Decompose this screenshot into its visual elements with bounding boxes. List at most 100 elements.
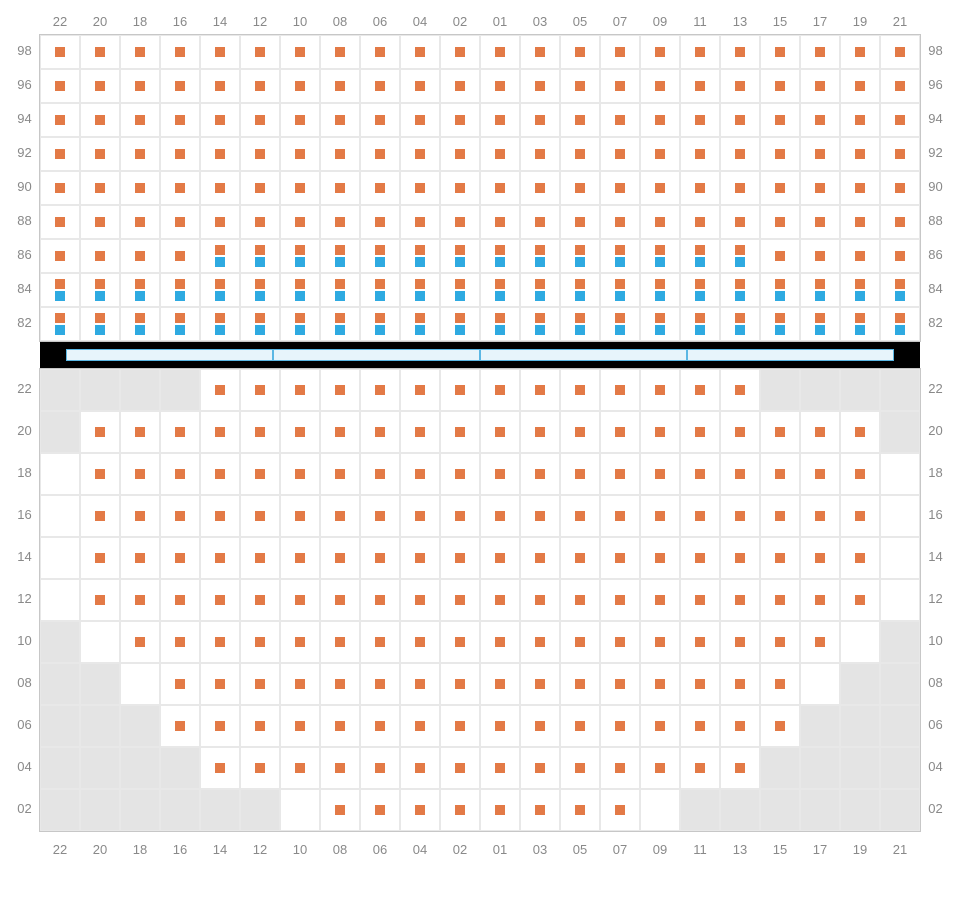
seat-cell[interactable] <box>640 663 680 705</box>
seat-cell[interactable] <box>120 495 160 537</box>
seat-cell[interactable] <box>600 621 640 663</box>
seat-cell[interactable] <box>200 171 240 205</box>
seat-cell[interactable] <box>200 495 240 537</box>
seat-cell[interactable] <box>800 411 840 453</box>
seat-cell[interactable] <box>640 411 680 453</box>
seat-cell[interactable] <box>200 205 240 239</box>
seat-cell[interactable] <box>480 705 520 747</box>
seat-cell[interactable] <box>240 35 280 69</box>
seat-cell[interactable] <box>800 579 840 621</box>
seat-cell[interactable] <box>680 747 720 789</box>
seat-cell[interactable] <box>760 495 800 537</box>
seat-cell[interactable] <box>360 307 400 341</box>
seat-cell[interactable] <box>680 495 720 537</box>
seat-cell[interactable] <box>760 411 800 453</box>
seat-cell[interactable] <box>240 411 280 453</box>
seat-cell[interactable] <box>400 621 440 663</box>
seat-cell[interactable] <box>240 537 280 579</box>
seat-cell[interactable] <box>80 411 120 453</box>
seat-cell[interactable] <box>640 747 680 789</box>
seat-cell[interactable] <box>800 273 840 307</box>
seat-cell[interactable] <box>640 705 680 747</box>
seat-cell[interactable] <box>600 537 640 579</box>
seat-cell[interactable] <box>560 171 600 205</box>
seat-cell[interactable] <box>640 273 680 307</box>
seat-cell[interactable] <box>440 103 480 137</box>
seat-cell[interactable] <box>560 495 600 537</box>
seat-cell[interactable] <box>80 69 120 103</box>
seat-cell[interactable] <box>560 621 600 663</box>
seat-cell[interactable] <box>80 35 120 69</box>
seat-cell[interactable] <box>480 495 520 537</box>
seat-cell[interactable] <box>560 747 600 789</box>
seat-cell[interactable] <box>200 537 240 579</box>
seat-cell[interactable] <box>720 537 760 579</box>
seat-cell[interactable] <box>440 789 480 831</box>
seat-cell[interactable] <box>600 205 640 239</box>
seat-cell[interactable] <box>880 273 920 307</box>
seat-cell[interactable] <box>320 537 360 579</box>
seat-cell[interactable] <box>320 69 360 103</box>
seat-cell[interactable] <box>600 239 640 273</box>
seat-cell[interactable] <box>440 747 480 789</box>
seat-cell[interactable] <box>360 579 400 621</box>
seat-cell[interactable] <box>160 537 200 579</box>
seat-cell[interactable] <box>680 103 720 137</box>
seat-cell[interactable] <box>800 537 840 579</box>
seat-cell[interactable] <box>480 205 520 239</box>
seat-cell[interactable] <box>720 663 760 705</box>
seat-cell[interactable] <box>480 35 520 69</box>
seat-cell[interactable] <box>560 69 600 103</box>
seat-cell[interactable] <box>160 453 200 495</box>
seat-cell[interactable] <box>360 137 400 171</box>
seat-cell[interactable] <box>400 239 440 273</box>
seat-cell[interactable] <box>520 369 560 411</box>
seat-cell[interactable] <box>880 205 920 239</box>
seat-cell[interactable] <box>680 621 720 663</box>
seat-cell[interactable] <box>360 705 400 747</box>
seat-cell[interactable] <box>320 307 360 341</box>
seat-cell[interactable] <box>320 35 360 69</box>
seat-cell[interactable] <box>800 453 840 495</box>
seat-cell[interactable] <box>80 495 120 537</box>
seat-cell[interactable] <box>360 663 400 705</box>
seat-cell[interactable] <box>400 35 440 69</box>
seat-cell[interactable] <box>400 663 440 705</box>
seat-cell[interactable] <box>160 103 200 137</box>
seat-cell[interactable] <box>120 137 160 171</box>
seat-cell[interactable] <box>560 137 600 171</box>
seat-cell[interactable] <box>440 239 480 273</box>
seat-cell[interactable] <box>480 537 520 579</box>
seat-cell[interactable] <box>840 495 880 537</box>
seat-cell[interactable] <box>360 453 400 495</box>
seat-cell[interactable] <box>480 103 520 137</box>
seat-cell[interactable] <box>680 369 720 411</box>
seat-cell[interactable] <box>840 273 880 307</box>
seat-cell[interactable] <box>640 103 680 137</box>
seat-cell[interactable] <box>240 69 280 103</box>
seat-cell[interactable] <box>840 35 880 69</box>
seat-cell[interactable] <box>320 239 360 273</box>
seat-cell[interactable] <box>520 579 560 621</box>
seat-cell[interactable] <box>640 307 680 341</box>
seat-cell[interactable] <box>160 411 200 453</box>
seat-cell[interactable] <box>760 205 800 239</box>
seat-cell[interactable] <box>760 579 800 621</box>
seat-cell[interactable] <box>280 663 320 705</box>
seat-cell[interactable] <box>640 579 680 621</box>
seat-cell[interactable] <box>120 621 160 663</box>
seat-cell[interactable] <box>120 239 160 273</box>
seat-cell[interactable] <box>640 495 680 537</box>
seat-cell[interactable] <box>560 663 600 705</box>
seat-cell[interactable] <box>600 69 640 103</box>
seat-cell[interactable] <box>600 171 640 205</box>
seat-cell[interactable] <box>360 273 400 307</box>
seat-cell[interactable] <box>360 537 400 579</box>
seat-cell[interactable] <box>840 537 880 579</box>
seat-cell[interactable] <box>680 69 720 103</box>
seat-cell[interactable] <box>880 239 920 273</box>
seat-cell[interactable] <box>720 35 760 69</box>
seat-cell[interactable] <box>720 137 760 171</box>
seat-cell[interactable] <box>240 453 280 495</box>
seat-cell[interactable] <box>680 205 720 239</box>
